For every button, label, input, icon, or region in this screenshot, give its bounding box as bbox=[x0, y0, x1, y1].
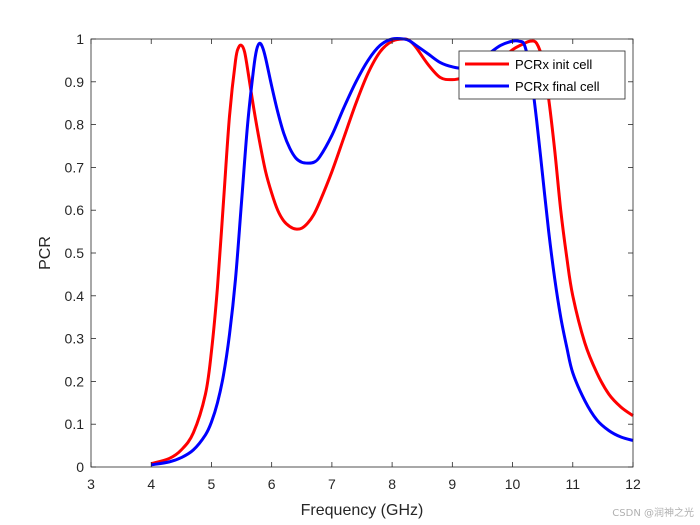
x-tick-label: 12 bbox=[625, 476, 641, 492]
legend-label-init-cell: PCRx init cell bbox=[515, 57, 592, 72]
x-tick-label: 3 bbox=[87, 476, 95, 492]
plot-background bbox=[91, 39, 633, 467]
x-axis-label: Frequency (GHz) bbox=[301, 502, 424, 519]
x-tick-label: 9 bbox=[448, 476, 456, 492]
x-tick-label: 11 bbox=[566, 476, 581, 492]
y-tick-label: 0.1 bbox=[65, 416, 85, 432]
legend: PCRx init cell PCRx final cell bbox=[458, 50, 626, 100]
y-tick-label: 0 bbox=[76, 459, 84, 475]
x-tick-label: 7 bbox=[328, 476, 336, 492]
y-tick-label: 0.5 bbox=[65, 245, 85, 261]
y-tick-label: 0.7 bbox=[65, 159, 85, 175]
y-tick-label: 0.8 bbox=[65, 117, 85, 133]
x-tick-label: 8 bbox=[388, 476, 396, 492]
series-line-1 bbox=[150, 36, 634, 467]
legend-box bbox=[458, 50, 626, 100]
y-tick-label: 0.6 bbox=[65, 202, 85, 218]
x-tick-label: 5 bbox=[208, 476, 216, 492]
y-tick-label: 0.9 bbox=[65, 74, 85, 90]
y-tick-label: 0.4 bbox=[65, 288, 85, 304]
legend-label-final-cell: PCRx final cell bbox=[515, 79, 600, 94]
y-tick-label: 0.2 bbox=[65, 373, 85, 389]
ticks-layer: 3 4 5 6 7 8 9 10 11 12 0 0.1 0.2 0.3 0.4 0.5 0.6 0.7 0.8 0.… bbox=[65, 31, 641, 492]
watermark: CSDN @润神之光 bbox=[612, 508, 694, 519]
y-tick-label: 1 bbox=[76, 31, 84, 47]
x-tick-label: 10 bbox=[505, 476, 521, 492]
x-tick-label: 6 bbox=[268, 476, 276, 492]
plot-area bbox=[91, 39, 633, 467]
x-tick-label: 4 bbox=[147, 476, 155, 492]
y-axis-label: PCR bbox=[37, 236, 54, 270]
y-tick-label: 0.3 bbox=[65, 331, 85, 347]
